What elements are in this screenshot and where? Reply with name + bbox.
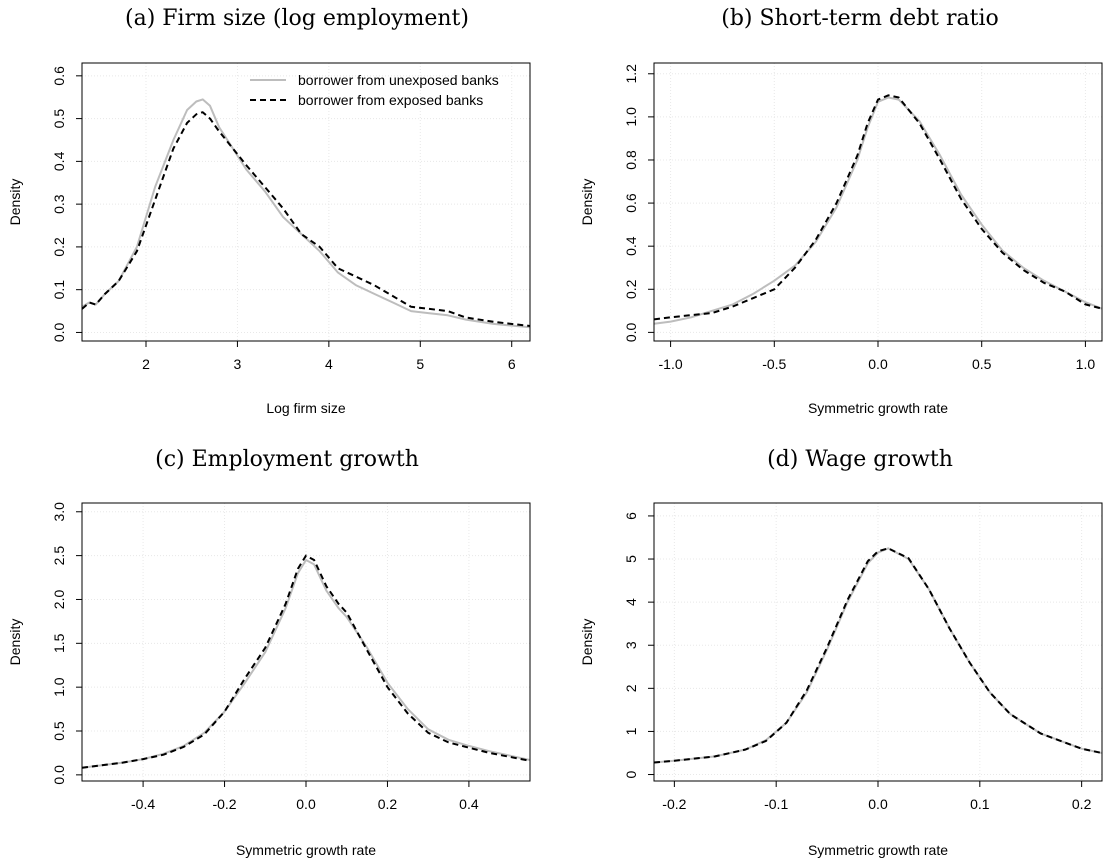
x-tick-label: 1.0 [1076,356,1096,372]
x-tick-label: -0.1 [764,796,788,812]
y-tick-label: 1.5 [51,633,67,653]
y-tick-label: 6 [623,512,639,520]
y-tick-label: 0.4 [51,151,67,171]
y-tick-label: 3 [623,641,639,649]
y-axis-label: Density [7,179,23,226]
y-tick-label: 1 [623,727,639,735]
x-tick-label: -1.0 [659,356,683,372]
x-tick-label: 5 [416,356,424,372]
y-tick-label: 0.0 [623,322,639,342]
y-tick-label: 2.5 [51,546,67,566]
x-tick-label: 0.0 [868,796,888,812]
x-tick-label: 0.4 [459,796,479,812]
y-tick-label: 0.0 [51,323,67,343]
y-tick-label: 2.0 [51,590,67,610]
x-axis-label: Symmetric growth rate [808,400,948,416]
y-tick-label: 0.4 [623,236,639,256]
series-line-unexposed [82,98,530,329]
legend-entry-2: borrower from exposed banks [298,92,483,108]
y-tick-label: 4 [623,598,639,606]
series-line-exposed [654,547,1102,764]
x-axis-label: Symmetric growth rate [808,842,948,858]
x-tick-label: -0.2 [662,796,686,812]
legend: borrower from unexposed banks borrower fr… [250,72,499,108]
y-tick-label: 0.2 [51,237,67,257]
y-tick-label: 0.1 [51,280,67,300]
y-tick-label: 0.8 [623,150,639,170]
y-tick-label: 0.2 [623,279,639,299]
panel-title: (c) Employment growth [155,447,419,472]
x-tick-label: 0.5 [972,356,992,372]
series-line-exposed [82,111,530,327]
x-tick-label: 2 [142,356,150,372]
x-tick-label: 0.0 [296,796,316,812]
y-tick-label: 1.0 [51,677,67,697]
x-tick-label: 0.2 [1072,796,1092,812]
x-tick-label: -0.4 [131,796,155,812]
chart-panel-3: -0.4 -0.2 0.0 0.2 0.4 0.0 0.5 1.0 1.5 2.0 2.5 3.0 (c… [7,447,531,858]
series-line-exposed [82,554,530,769]
y-tick-label: 5 [623,555,639,563]
y-tick-label: 0.5 [51,721,67,741]
x-tick-label: -0.5 [762,356,786,372]
y-tick-label: 1.0 [623,107,639,127]
x-tick-label: 0.0 [868,356,888,372]
panel-title: (b) Short-term debt ratio [721,6,999,31]
chart-panel-1: 2 3 4 5 6 0.0 0.1 0.2 0.3 0.4 0.5 0.6 (a) Firm size … [7,6,531,416]
y-tick-label: 0.0 [51,765,67,785]
x-tick-label: 3 [234,356,242,372]
x-axis-label: Log firm size [266,400,346,416]
y-tick-label: 3.0 [51,502,67,522]
y-axis-label: Density [579,179,595,226]
series-line-unexposed [82,559,530,769]
panel-title: (d) Wage growth [767,447,953,472]
y-tick-label: 0.6 [623,193,639,213]
x-tick-label: -0.2 [212,796,236,812]
x-axis-label: Symmetric growth rate [236,842,376,858]
y-tick-label: 0.3 [51,194,67,214]
x-tick-label: 4 [325,356,333,372]
y-tick-label: 0.5 [51,109,67,129]
x-tick-label: 6 [508,356,516,372]
y-tick-label: 1.2 [623,64,639,84]
plot-frame [81,62,531,342]
y-tick-label: 0 [623,770,639,778]
y-tick-label: 0.6 [51,66,67,86]
series-line-unexposed [654,547,1102,764]
x-tick-label: 0.2 [378,796,398,812]
chart-panel-4: -0.2 -0.1 0.0 0.1 0.2 0 1 2 3 4 5 6 (d) Wage growth S… [579,447,1103,858]
y-tick-label: 2 [623,684,639,692]
y-axis-label: Density [579,619,595,666]
y-axis-label: Density [7,619,23,666]
legend-entry-1: borrower from unexposed banks [298,72,499,88]
panel-title: (a) Firm size (log employment) [125,6,469,31]
series-line-exposed [654,94,1102,321]
x-tick-label: 0.1 [970,796,990,812]
chart-panel-2: -1.0 -0.5 0.0 0.5 1.0 0.0 0.2 0.4 0.6 0.8 1.0 1.2 (b… [579,6,1103,416]
